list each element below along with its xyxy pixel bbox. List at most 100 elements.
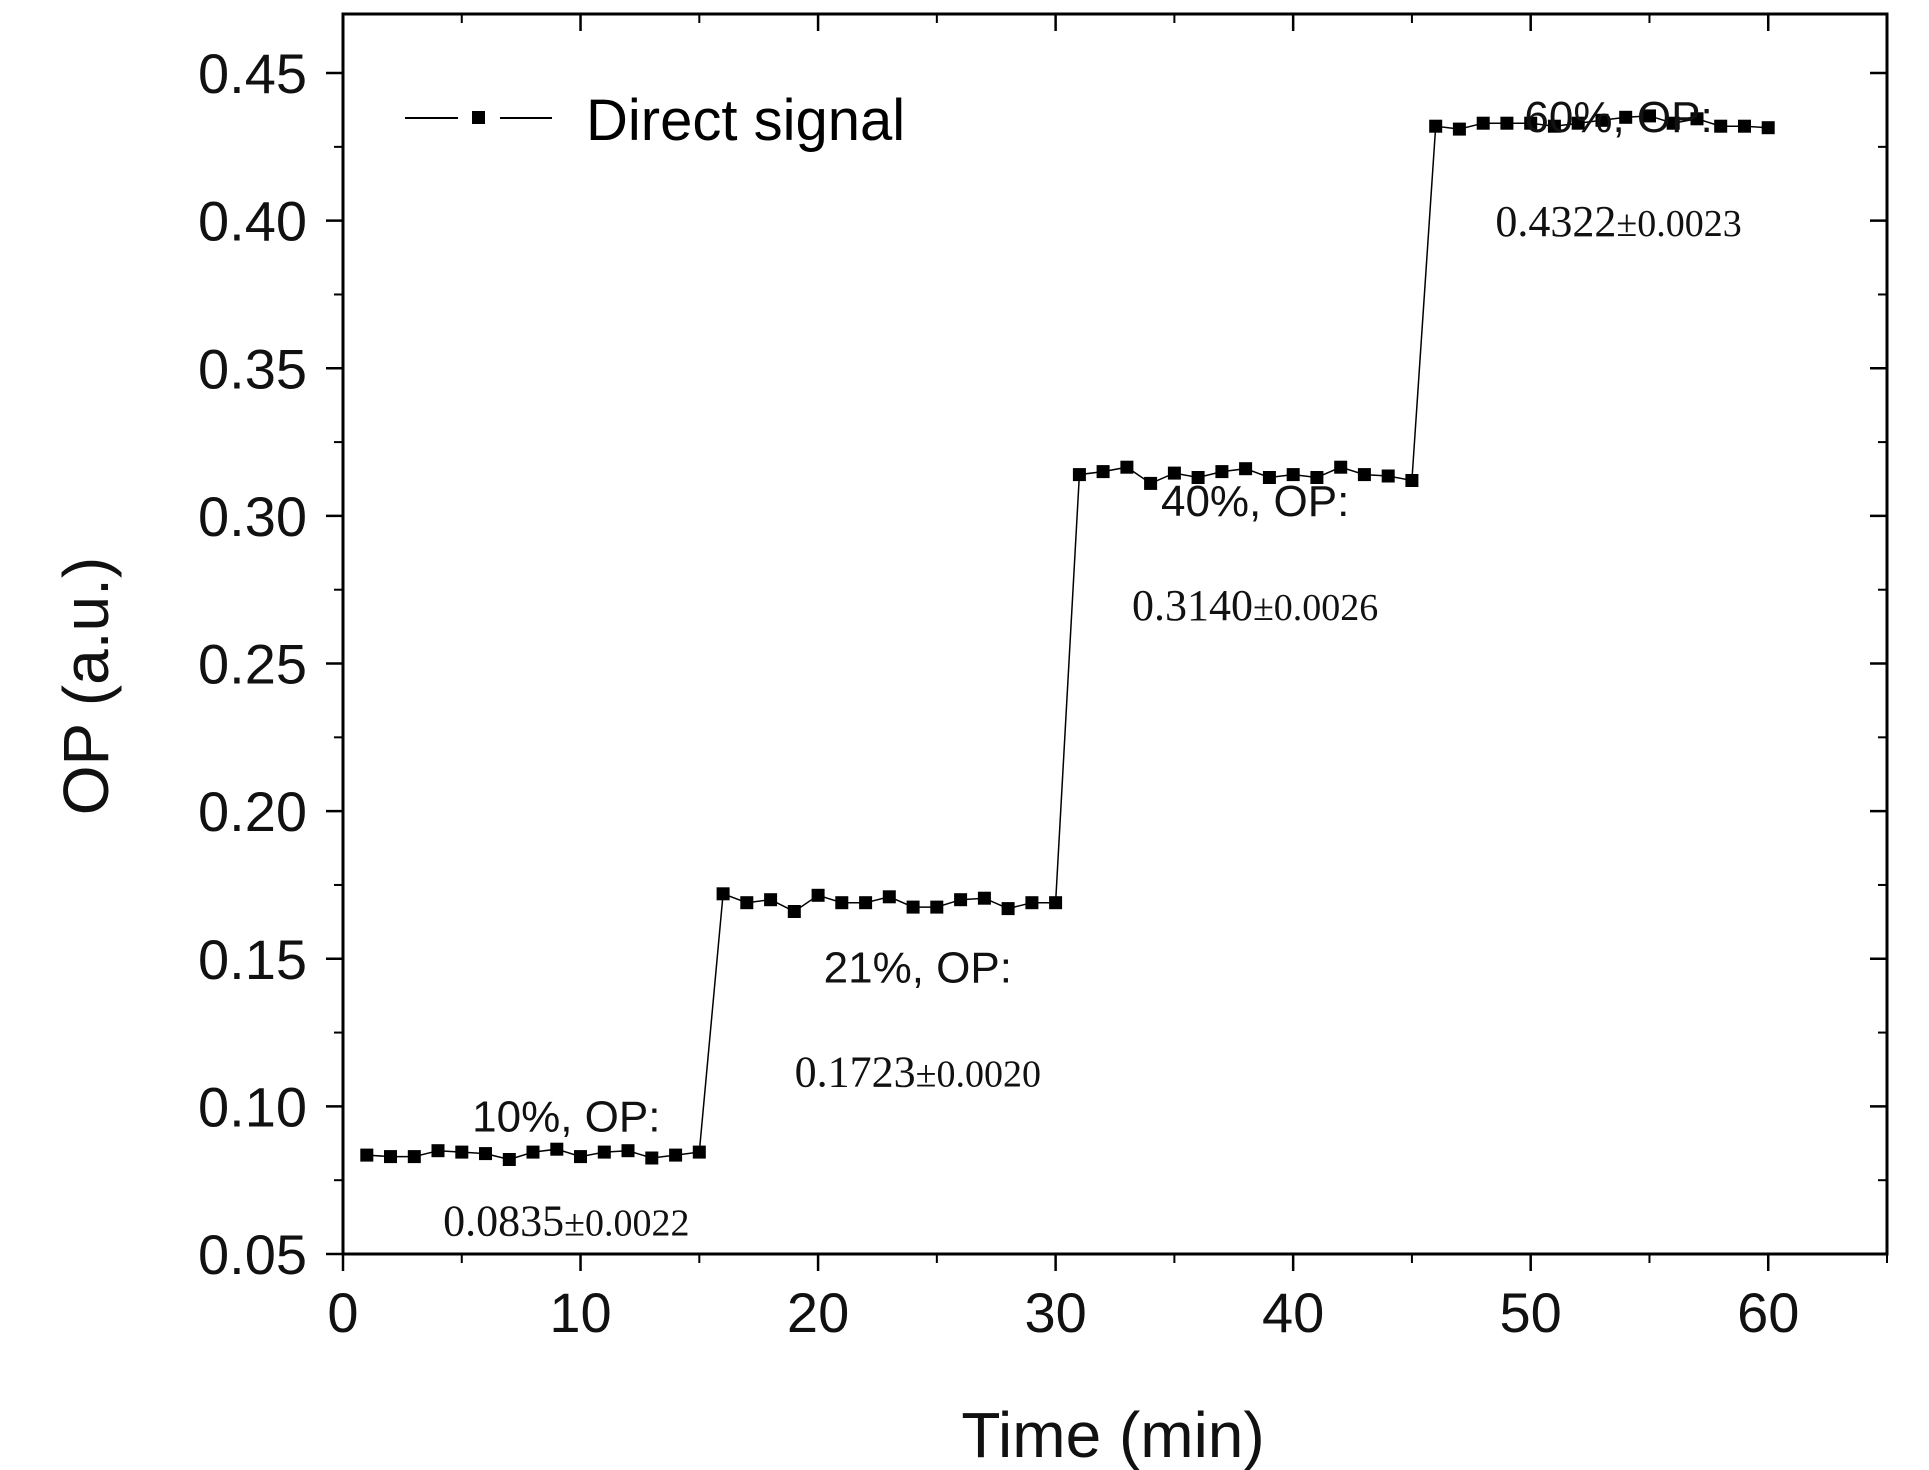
annotation-40-mean: 0.3140 — [1132, 581, 1253, 630]
annotation-10-label: 10%, OP: — [472, 1092, 660, 1141]
annotation-21-label: 21%, OP: — [824, 943, 1012, 992]
annotation-21-mean: 0.1723 — [795, 1047, 916, 1096]
x-tick-label-1: 10 — [549, 1281, 611, 1344]
annotation-40-pm: ±0.0026 — [1253, 587, 1378, 629]
x-tick-labels: 0 10 20 30 40 50 60 — [327, 1281, 1799, 1344]
data-point-0-49 — [1524, 116, 1538, 130]
data-point-0-5 — [479, 1147, 492, 1161]
data-point-0-27 — [1001, 902, 1015, 916]
annotation-60-mean: 0.4322 — [1495, 197, 1616, 246]
data-point-0-31 — [1096, 465, 1110, 479]
data-point-0-36 — [1215, 465, 1229, 479]
data-point-0-40 — [1310, 471, 1324, 484]
x-tick-label-2: 20 — [787, 1281, 849, 1344]
legend-marker — [472, 111, 485, 124]
data-point-0-51 — [1571, 116, 1585, 130]
data-point-0-45 — [1429, 119, 1443, 133]
data-point-0-4 — [455, 1145, 469, 1159]
data-point-0-7 — [526, 1145, 540, 1159]
data-point-0-10 — [597, 1145, 611, 1159]
annotation-60-value: 0.4322±0.0023 — [1495, 197, 1741, 246]
data-point-0-35 — [1191, 471, 1205, 484]
ticks-layer — [326, 14, 1888, 1271]
y-tick-label-1: 0.10 — [198, 1075, 307, 1138]
legend: Direct signal — [405, 88, 905, 153]
annotation-40-label: 40%, OP: — [1161, 477, 1349, 526]
data-point-0-2 — [407, 1150, 421, 1164]
data-point-0-42 — [1357, 468, 1371, 482]
data-point-0-8 — [550, 1142, 564, 1156]
data-point-0-16 — [740, 896, 754, 910]
data-point-0-38 — [1262, 471, 1276, 484]
data-point-0-41 — [1334, 460, 1348, 474]
data-point-0-29 — [1049, 896, 1063, 910]
data-point-0-30 — [1072, 468, 1086, 482]
data-point-0-6 — [502, 1153, 516, 1166]
series-points-layer — [360, 109, 1775, 1166]
data-point-0-25 — [954, 893, 968, 907]
y-tick-label-0: 0.05 — [198, 1223, 307, 1286]
x-tick-label-5: 50 — [1500, 1281, 1562, 1344]
x-tick-label-4: 40 — [1262, 1281, 1324, 1344]
y-tick-label-6: 0.35 — [198, 337, 307, 400]
data-point-0-11 — [621, 1144, 635, 1158]
y-tick-label-5: 0.30 — [198, 485, 307, 548]
data-point-0-22 — [882, 890, 896, 904]
annotation-60-pm: ±0.0023 — [1616, 203, 1741, 245]
x-tick-label-6: 60 — [1737, 1281, 1799, 1344]
data-point-0-52 — [1595, 113, 1609, 127]
data-point-0-43 — [1381, 469, 1395, 483]
data-point-0-50 — [1547, 119, 1561, 133]
data-point-0-12 — [645, 1151, 659, 1165]
data-point-0-18 — [787, 905, 801, 918]
data-point-0-57 — [1714, 119, 1728, 133]
data-point-0-19 — [811, 888, 825, 902]
data-point-0-20 — [835, 896, 849, 910]
y-tick-label-4: 0.25 — [198, 633, 307, 696]
annotation-10-pm: ±0.0022 — [564, 1202, 689, 1244]
data-point-0-13 — [669, 1148, 683, 1162]
data-point-0-32 — [1120, 460, 1134, 474]
annotations: 10%, OP: 0.0835±0.0022 21%, OP: 0.1723±0… — [443, 93, 1742, 1245]
data-point-0-37 — [1239, 462, 1253, 476]
data-point-0-24 — [930, 900, 944, 914]
data-point-0-33 — [1144, 476, 1158, 490]
data-point-0-55 — [1666, 116, 1680, 130]
data-point-0-3 — [431, 1144, 445, 1158]
data-point-0-39 — [1286, 468, 1300, 482]
data-point-0-9 — [574, 1150, 587, 1164]
y-tick-label-3: 0.20 — [198, 780, 307, 843]
data-point-0-21 — [859, 896, 873, 910]
y-tick-label-8: 0.45 — [198, 42, 307, 105]
annotation-21-value: 0.1723±0.0020 — [795, 1047, 1041, 1096]
annotation-60-label: 60%, OP: — [1524, 93, 1712, 142]
data-point-0-28 — [1025, 896, 1039, 910]
annotation-10-value: 0.0835±0.0022 — [443, 1196, 689, 1245]
data-point-0-47 — [1476, 116, 1490, 130]
data-point-0-46 — [1452, 122, 1466, 136]
data-point-0-59 — [1761, 121, 1775, 135]
annotation-21-pm: ±0.0020 — [916, 1053, 1041, 1095]
legend-label: Direct signal — [586, 88, 905, 153]
y-axis-title: OP (a.u.) — [50, 557, 122, 815]
data-point-0-53 — [1619, 110, 1633, 124]
data-point-0-48 — [1500, 116, 1514, 130]
data-point-0-17 — [764, 893, 778, 907]
plot-frame — [341, 12, 1889, 1256]
data-point-0-14 — [692, 1145, 706, 1159]
annotation-40-value: 0.3140±0.0026 — [1132, 581, 1378, 630]
y-tick-label-7: 0.40 — [198, 190, 307, 253]
data-point-0-23 — [906, 900, 920, 914]
data-point-0-34 — [1167, 466, 1181, 480]
data-point-0-26 — [977, 891, 991, 905]
data-point-0-58 — [1738, 119, 1751, 133]
data-point-0-56 — [1690, 112, 1704, 126]
y-tick-labels: 0.05 0.10 0.15 0.20 0.25 0.30 0.35 0.40 0.45 — [198, 42, 307, 1286]
plot-frame-rect — [341, 12, 1889, 1256]
data-point-0-54 — [1643, 109, 1656, 123]
x-tick-label-3: 30 — [1024, 1281, 1086, 1344]
data-point-0-1 — [384, 1150, 397, 1164]
